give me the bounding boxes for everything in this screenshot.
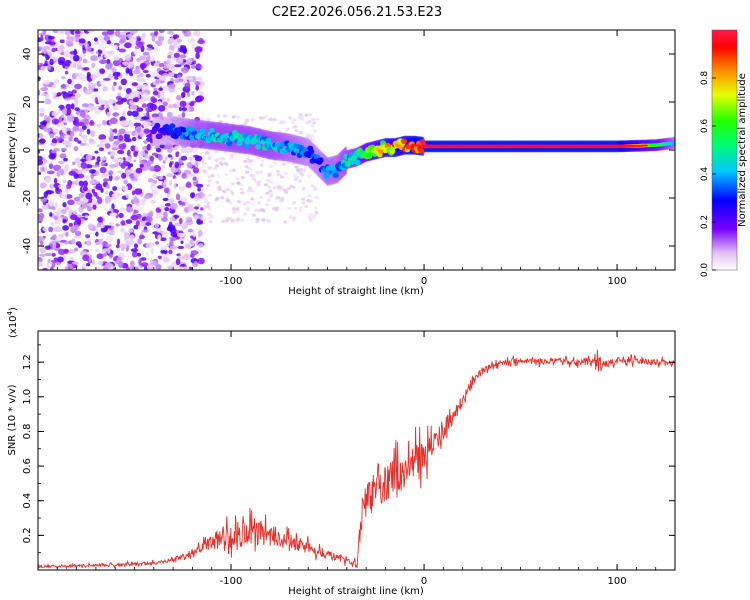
snr-x-tick-label: 0	[421, 576, 427, 587]
colorbar: 0.0 0.2 0.4 0.6 0.8 Normalized spectral ampl…	[700, 29, 748, 278]
spectrogram-x-axis: -100 0 100	[37, 30, 676, 287]
spectrogram-x-tick-label: 100	[608, 276, 627, 287]
snr-y-label: SNR (10 * v/v)	[7, 384, 18, 455]
colorbar-label: Normalized spectral amplitude	[737, 73, 748, 227]
spectrogram-y-tick-label: 40	[22, 48, 33, 61]
snr-scale-label: (x10	[8, 315, 19, 338]
spectrogram-heatmap	[38, 30, 675, 270]
colorbar-tick-label: 0.6	[700, 119, 710, 134]
spectrogram-y-tick-label: 0	[22, 147, 33, 153]
svg-text:(x104): (x104)	[6, 307, 19, 338]
snr-y-tick-label: 0.4	[22, 493, 33, 509]
figure-title: C2E2.2026.056.21.53.E23	[272, 5, 442, 20]
spectrogram-y-tick-label: -20	[22, 190, 33, 206]
snr-series-line	[38, 349, 675, 570]
snr-y-axis: 0.2 0.4 0.6 0.8 1.0 1.2	[22, 344, 675, 554]
spectrogram-y-axis: -40 -20 0 20 40	[22, 29, 675, 271]
snr-scale-factor: (x104)	[6, 307, 19, 338]
snr-x-axis: -100 0 100	[37, 331, 676, 587]
snr-background	[38, 331, 675, 570]
snr-x-tick-label: -100	[220, 576, 243, 587]
snr-scale-exponent: 4	[6, 310, 14, 315]
colorbar-tick-label: 0.8	[700, 71, 710, 86]
spectrogram-x-tick-label: 0	[421, 276, 427, 287]
spectrogram-x-tick-label: -100	[220, 276, 243, 287]
snr-x-tick-label: 100	[608, 576, 627, 587]
colorbar-ticks: 0.0 0.2 0.4 0.6 0.8	[700, 71, 716, 278]
snr-scale-close: )	[8, 307, 19, 311]
spectrogram-x-label: Height of straight line (km)	[288, 286, 424, 297]
colorbar-tick-label: 0.0	[700, 263, 710, 278]
spectrogram-y-tick-label: -40	[22, 238, 33, 254]
spectrogram-y-label: Frequency (Hz)	[7, 112, 18, 188]
snr-y-tick-label: 1.0	[22, 389, 33, 405]
colorbar-tick-label: 0.2	[700, 215, 710, 229]
spectrogram-panel: -100 0 100 -40 -20 0 20 40 Height of straight …	[7, 29, 676, 297]
snr-frame	[37, 330, 676, 571]
snr-x-label: Height of straight line (km)	[288, 586, 424, 597]
spectrogram-y-tick-label: 20	[22, 96, 33, 109]
snr-y-tick-label: 0.6	[22, 458, 33, 474]
snr-y-tick-label: 0.2	[22, 527, 33, 543]
colorbar-tick-label: 0.4	[700, 167, 710, 182]
colorbar-gradient	[711, 29, 738, 271]
snr-y-tick-label: 1.2	[22, 354, 33, 370]
snr-panel: -100 0 100 0.2 0.4 0.6 0.8 1.0 1.2 Height of st…	[6, 307, 676, 597]
snr-y-tick-label: 0.8	[22, 423, 33, 439]
